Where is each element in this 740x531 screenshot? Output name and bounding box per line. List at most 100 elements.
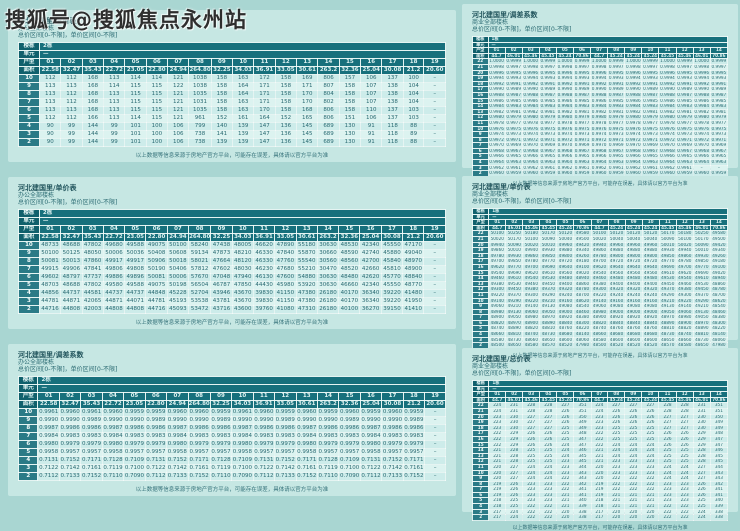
floor-row: 5 48703 48688 47802 49580 49588 49075 50198 5650…: [18, 281, 446, 290]
table-cell: 44856: [38, 289, 62, 298]
table-cell: 351: [573, 408, 592, 415]
table-cell: 0.9971: [572, 136, 592, 144]
table-cell: 6: [471, 491, 490, 499]
table-cell: 0.9993: [572, 75, 592, 82]
table-cell: 10: [471, 469, 490, 477]
table-cell: 0.9960: [487, 170, 506, 177]
table-cell: 0.9978: [658, 119, 677, 127]
table-cell: 22.72: [102, 233, 126, 242]
table-cell: 0.7109: [338, 456, 361, 465]
panel-commercial-coefficient: 河北建国里/调差系数 商业全部楼栋 总价区间[0-不限]，单价区间[0-不限] …: [462, 4, 738, 187]
table-subtitle: 办公全部楼栋: [18, 359, 55, 366]
table-cell: 50120: [624, 230, 643, 237]
table-cell: 158: [210, 82, 234, 91]
table-title: 河北建国里/调差系数: [18, 351, 84, 359]
table-cell: 0.7128: [316, 456, 340, 465]
table-cell: 45810: [380, 265, 404, 274]
table-cell: 7: [17, 98, 41, 107]
table-cell: 44716: [38, 305, 62, 314]
table-cell: 48740: [675, 331, 694, 338]
table-cell: 05: [124, 58, 147, 67]
floor-row: 4 48660 48810 48740 48730 48680 48140 48660 4868…: [471, 331, 729, 338]
table-cell: 3: [471, 336, 490, 344]
table-cell: 49960: [607, 241, 626, 249]
table-cell: 0.9979: [572, 114, 592, 121]
floor-row: 7 0.9984 0.9983 0.9983 0.9984 0.9983 0.9983 0.9…: [17, 432, 446, 441]
table-cell: —: [38, 217, 447, 226]
table-cell: 2: [17, 472, 39, 481]
table-cell: 0.9990: [487, 86, 506, 93]
table-cell: 50040: [607, 236, 626, 243]
table-cell: 49060: [522, 308, 541, 316]
table-cell: 44871: [60, 297, 83, 306]
price-grid: 楼栋 2栋 单元 — 户型 01 02 03 04 05 06 07 08 09 10 11 12 13 14 15 1…: [17, 42, 446, 147]
table-cell: 48797: [60, 273, 83, 282]
table-cell: 44737: [60, 289, 83, 298]
table-cell: 49770: [505, 263, 524, 271]
table-cell: 42065: [81, 297, 104, 306]
table-cell: 0.9957: [316, 448, 340, 457]
table-cell: 户型: [17, 392, 39, 401]
table-cell: 48580: [488, 336, 507, 344]
table-cell: 42620: [359, 273, 382, 282]
table-cell: 49610: [505, 275, 524, 282]
disclaimer-footnote: 以上数据等信息来源于房地产官方平台，可能存在误差，具体请以官方平台为准: [135, 153, 329, 159]
table-cell: 0.9961: [607, 164, 626, 172]
floor-row: 7 49915 49906 47841 49806 49808 50190 50406 5781…: [18, 265, 446, 274]
table-cell: 0.9983: [187, 432, 211, 441]
table-cell: 56504: [188, 281, 212, 290]
table-cell: 49700: [675, 263, 694, 271]
table-cell: 70.86: [572, 52, 592, 60]
table-cell: 49680: [102, 241, 126, 250]
table-cell: –: [424, 424, 446, 433]
table-cell: 961: [188, 114, 212, 123]
table-cell: 20: [471, 413, 490, 421]
table-cell: 48840: [641, 319, 660, 327]
table-cell: 48840: [402, 273, 425, 282]
table-subtitle: 商业全部楼栋: [472, 363, 509, 370]
table-cell: 0.9959: [123, 408, 146, 417]
table-cell: 47840: [274, 249, 297, 258]
table-cell: 12: [274, 392, 297, 401]
table-cell: 0.7152: [402, 472, 426, 481]
table-cell: 136: [274, 138, 298, 147]
table-cell: 0.9979: [504, 114, 523, 121]
table-cell: 48840: [607, 319, 626, 327]
table-cell: 100: [145, 122, 169, 131]
table-cell: 0.9960: [252, 408, 276, 417]
table-cell: 0.9960: [555, 170, 574, 177]
table-cell: 170: [296, 90, 319, 99]
table-cell: 0.9974: [692, 131, 711, 138]
table-cell: 48060: [709, 336, 729, 344]
table-cell: 单元: [17, 384, 39, 393]
table-cell: 115: [145, 82, 169, 91]
table-cell: 0.9990: [316, 416, 340, 425]
table-cell: –: [423, 106, 446, 115]
table-cell: 48660: [675, 336, 694, 344]
floor-row: 20 223 230 227 227 226 350 223 226 226 226 227 227 23…: [471, 413, 729, 421]
table-cell: 0.7112: [252, 472, 276, 481]
table-cell: 22.80: [145, 233, 168, 242]
table-cell: 49080: [556, 303, 575, 310]
floor-row: 12 0.9980 0.9979 0.9980 0.9979 0.9980 0.9979 0.…: [472, 114, 729, 121]
table-cell: 0.9992: [555, 80, 574, 88]
table-cell: 70.86: [573, 396, 592, 404]
table-cell: 2栋: [39, 42, 446, 51]
table-cell: 0.9983: [144, 432, 168, 441]
table-cell: 0.9957: [80, 448, 103, 457]
table-cell: 13: [296, 58, 319, 67]
table-cell: 49400: [624, 280, 643, 288]
table-cell: 49480: [641, 275, 660, 282]
table-cell: 807: [317, 82, 340, 91]
floor-row: 21 50020 50170 50100 50090 50040 49500 50020 500…: [471, 236, 729, 243]
table-cell: 户型: [17, 58, 41, 67]
table-cell: 0.9963: [675, 159, 694, 166]
table-cell: 0.9967: [607, 147, 626, 155]
table-cell: 13: [295, 392, 318, 401]
table-cell: 0.7142: [58, 464, 82, 473]
table-cell: 0.9964: [521, 159, 540, 166]
table-cell: 49100: [709, 263, 729, 271]
table-cell: 47380: [295, 297, 318, 306]
table-cell: 147: [253, 138, 276, 147]
table-cell: 5: [18, 281, 40, 290]
